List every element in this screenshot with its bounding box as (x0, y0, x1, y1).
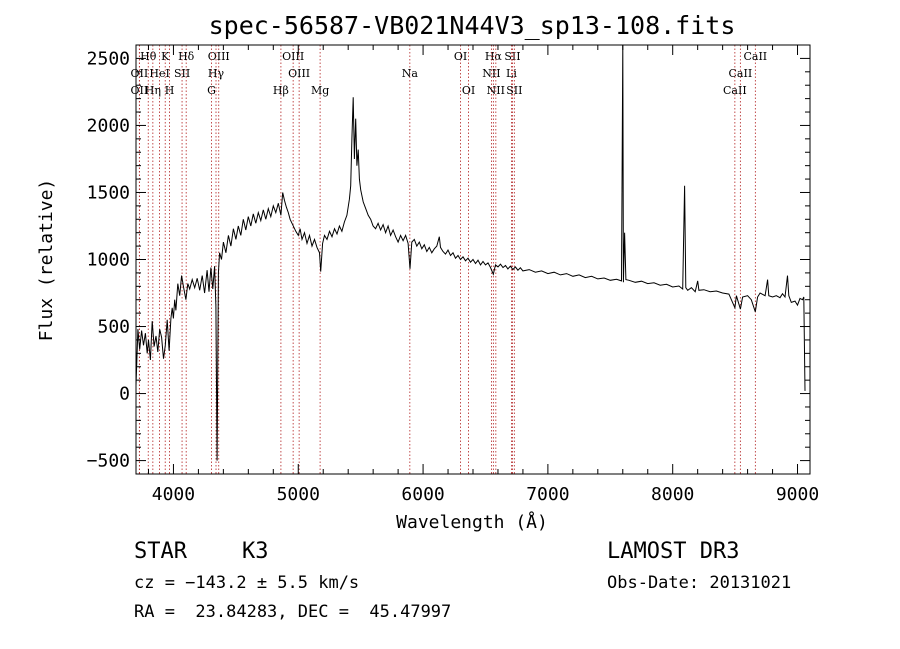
marker-label: K (161, 50, 170, 63)
marker-label: Na (402, 67, 419, 80)
marker-label: OI (462, 84, 475, 97)
marker-label: HeI (149, 67, 169, 80)
y-tick-label: 1500 (87, 182, 130, 203)
marker-label: G (207, 84, 216, 97)
y-axis-label: Flux (relative) (36, 179, 57, 342)
x-tick-label: 7000 (526, 484, 569, 505)
axes: 4000 5000 6000 7000 8000 9000 −500 0 500 1000 1500… (87, 45, 819, 505)
marker-label: SII (504, 50, 520, 63)
y-tick-label: 2000 (87, 115, 130, 136)
marker-label: OIII (282, 50, 304, 63)
marker-label: Hθ (140, 50, 157, 63)
x-tick-label: 9000 (776, 484, 819, 505)
x-tick-label: 4000 (152, 484, 195, 505)
x-tick-label: 6000 (401, 484, 444, 505)
object-class: STAR (134, 539, 187, 564)
chart-title: spec-56587-VB021N44V3_sp13-108.fits (209, 11, 736, 40)
x-tick-label: 8000 (651, 484, 694, 505)
marker-label: Hγ (208, 67, 225, 80)
marker-label: Hβ (273, 84, 289, 97)
redshift-text: cz = −143.2 ± 5.5 km/s (134, 573, 360, 593)
y-tick-label: 2500 (87, 48, 130, 69)
marker-label: CaII (723, 84, 747, 97)
marker-label: Hδ (178, 50, 195, 63)
x-axis-label: Wavelength (Å) (396, 511, 548, 533)
y-tick-label: 0 (119, 384, 130, 405)
x-tick-label: 5000 (277, 484, 320, 505)
survey-name: LAMOST DR3 (607, 539, 740, 564)
marker-label: Hη (145, 84, 161, 97)
y-tick-label: 1000 (87, 250, 130, 271)
marker-label: NII (487, 84, 505, 97)
marker-label: CaII (743, 50, 767, 63)
marker-label: SII (506, 84, 522, 97)
marker-label: H (165, 84, 175, 97)
marker-label: OIII (288, 67, 310, 80)
obs-date-text: Obs-Date: 20131021 (607, 573, 792, 593)
marker-label: OI (454, 50, 467, 63)
marker-label: Hα (485, 50, 503, 63)
marker-label: CaII (729, 67, 753, 80)
y-tick-label: 500 (97, 317, 130, 338)
marker-label: OIII (208, 50, 230, 63)
marker-label: Mg (311, 84, 329, 97)
marker-label: NII (482, 67, 500, 80)
marker-label: Li (506, 67, 517, 80)
spectrum-line (135, 44, 806, 461)
object-subclass: K3 (242, 539, 269, 564)
coordinates-text: RA = 23.84283, DEC = 45.47997 (134, 602, 452, 622)
marker-label: SII (174, 67, 190, 80)
marker-label: OII (131, 84, 149, 97)
y-tick-label: −500 (87, 451, 130, 472)
